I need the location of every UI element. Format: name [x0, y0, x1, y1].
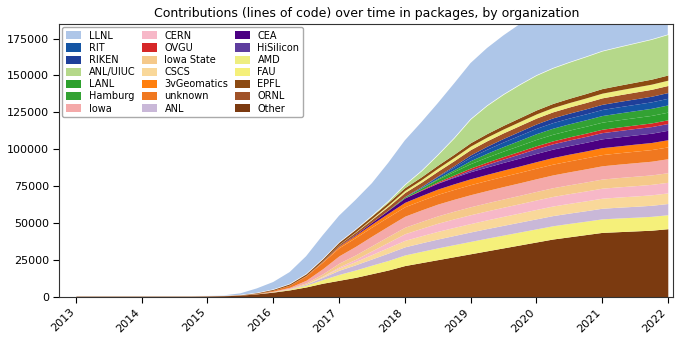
Title: Contributions (lines of code) over time in packages, by organization: Contributions (lines of code) over time …: [154, 7, 579, 20]
Legend: LLNL, RIT, RIKEN, ANL/UIUC, LANL, Hamburg, Iowa, CERN, OVGU, Iowa State, CSCS, 3: LLNL, RIT, RIKEN, ANL/UIUC, LANL, Hambur…: [63, 27, 303, 117]
